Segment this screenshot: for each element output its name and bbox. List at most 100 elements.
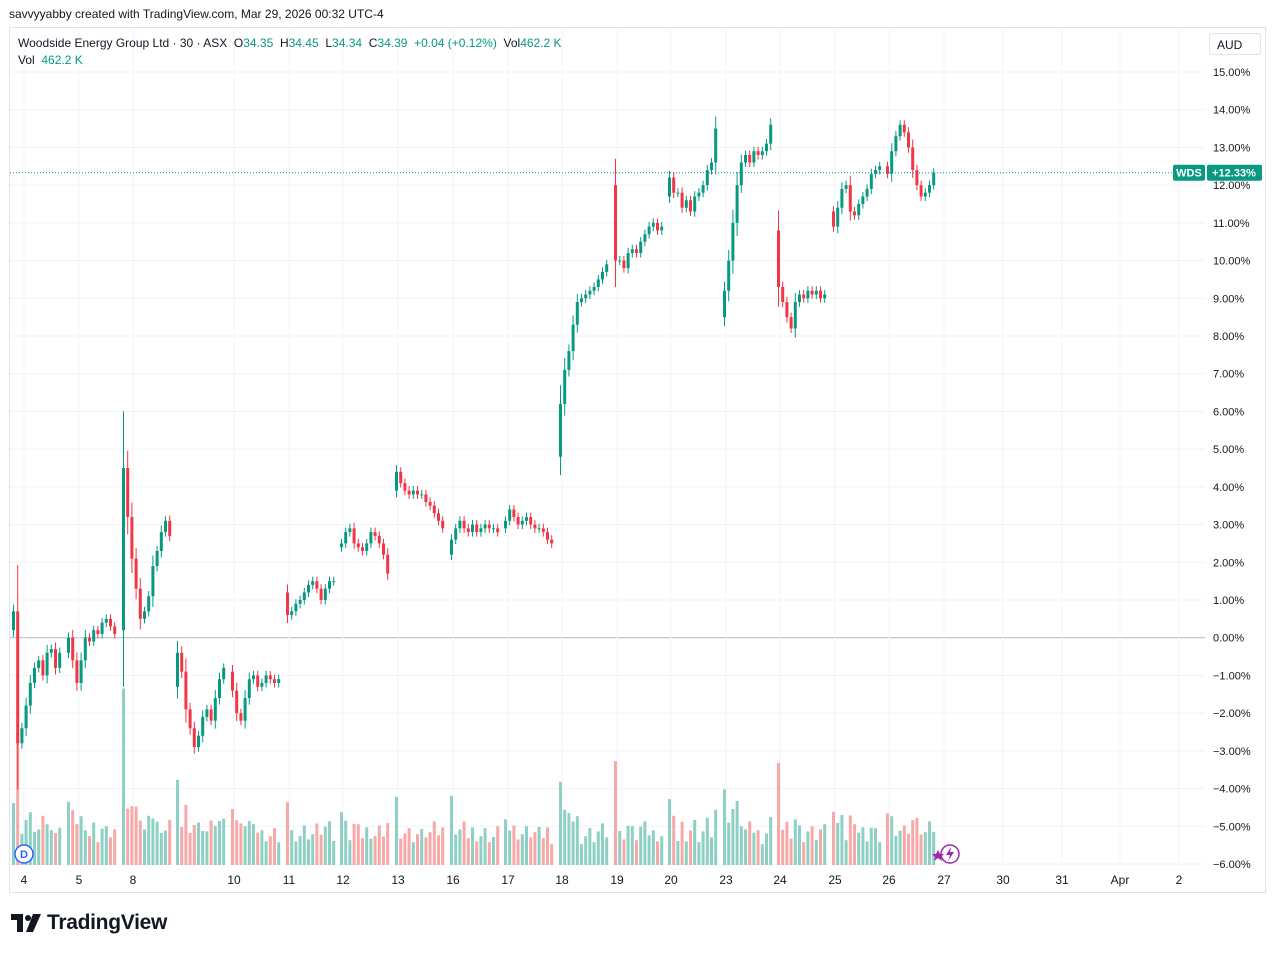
volume-bar: [819, 829, 822, 865]
candle-body: [239, 713, 243, 721]
candle-body: [798, 294, 801, 303]
candle-body: [689, 200, 692, 212]
volume-bar: [802, 842, 806, 865]
volume-bar: [798, 825, 801, 865]
candle-body: [676, 192, 680, 194]
volume-bar: [516, 839, 520, 865]
candle-body: [88, 637, 91, 642]
legend-change: +0.04 (+0.12%): [414, 36, 497, 50]
candle-body: [693, 196, 697, 212]
volume-bar: [563, 809, 567, 865]
candle-body: [298, 600, 302, 604]
candle-body: [462, 520, 466, 529]
candle-body: [424, 494, 428, 502]
legend-vol-value: 462.2 K: [520, 36, 562, 50]
candle-body: [723, 290, 726, 318]
volume-bar: [546, 827, 549, 865]
volume-bar: [857, 832, 861, 865]
volume-bar: [33, 831, 36, 865]
volume-bar: [735, 801, 739, 865]
volume-indicator-label[interactable]: Vol: [18, 53, 35, 67]
candle-body: [546, 532, 549, 540]
volume-bar: [24, 820, 28, 865]
volume-bar: [104, 826, 108, 865]
candle-body: [268, 675, 272, 680]
currency-selector[interactable]: AUD: [1209, 33, 1261, 55]
volume-bar: [911, 820, 915, 865]
candle-body: [168, 520, 172, 536]
candle-body: [235, 690, 239, 714]
volume-bar: [260, 830, 264, 865]
y-tick-label: 15.00%: [1213, 67, 1251, 79]
candle-body: [428, 501, 432, 506]
volume-bar: [475, 841, 479, 865]
candle-body: [58, 652, 62, 668]
volume-bar: [428, 832, 432, 865]
volume-bar: [823, 824, 827, 865]
volume-bar: [180, 827, 184, 865]
candle-body: [907, 132, 910, 148]
candle-body: [529, 517, 533, 525]
candle-body: [231, 671, 234, 691]
candle-body: [651, 222, 655, 227]
candle-body: [104, 618, 108, 623]
candle-body: [902, 124, 906, 133]
last-value-badge: +12.33%: [1212, 168, 1256, 180]
candle-body: [432, 505, 436, 514]
volume-bar: [88, 836, 91, 865]
volume-bar: [760, 844, 764, 865]
candle-body: [466, 528, 470, 533]
volume-bar: [454, 834, 458, 865]
volume-bar: [684, 841, 688, 865]
candle-body: [54, 649, 57, 668]
legend-close-label: C: [368, 36, 378, 50]
candle-body: [727, 260, 731, 291]
dividend-marker-icon[interactable]: [14, 844, 34, 864]
candle-body: [92, 630, 96, 642]
candle-body: [332, 581, 336, 583]
volume-bar: [67, 801, 70, 865]
candle-body: [714, 128, 718, 163]
grid-layer: [10, 30, 1205, 866]
candle-body: [33, 667, 36, 683]
volume-bar: [302, 825, 306, 865]
candle-body: [777, 230, 780, 287]
volume-bar: [689, 830, 692, 865]
candle-body: [96, 630, 100, 634]
candle-body: [533, 524, 537, 529]
y-tick-label: −1.00%: [1213, 670, 1251, 682]
x-tick-label: 23: [719, 873, 733, 887]
volume-bar: [525, 826, 528, 865]
volume-bar: [213, 826, 217, 865]
volume-bar: [407, 828, 411, 865]
volume-bar: [672, 815, 676, 865]
volume-bar: [143, 829, 146, 865]
legend-symbol[interactable]: Woodside Energy Group Ltd · 30 · ASX: [18, 36, 228, 50]
volume-bar: [458, 829, 462, 865]
y-tick-label: 10.00%: [1213, 256, 1251, 268]
volume-bar: [37, 829, 41, 865]
volume-bar: [365, 827, 369, 865]
candle-body: [541, 528, 545, 533]
candle-body: [302, 592, 306, 600]
volume-bar: [75, 824, 79, 865]
candle-body: [180, 652, 184, 672]
volume-bar: [639, 826, 643, 865]
candle-body: [340, 543, 343, 548]
volume-bar: [450, 795, 453, 865]
candle-body: [814, 290, 818, 295]
candle-body: [252, 675, 255, 680]
candle-body: [911, 147, 915, 171]
volume-bar: [138, 820, 142, 865]
volume-bar: [231, 809, 234, 865]
lightning-glyph-icon: [946, 847, 954, 861]
volume-bar: [235, 820, 239, 865]
volume-bar: [466, 838, 470, 865]
candle-body: [407, 490, 411, 495]
volume-bar: [122, 688, 125, 865]
legend-high-value: 34.45: [288, 36, 319, 50]
volume-bar: [769, 817, 773, 865]
volume-bar: [483, 828, 487, 865]
candle-body: [71, 637, 75, 661]
